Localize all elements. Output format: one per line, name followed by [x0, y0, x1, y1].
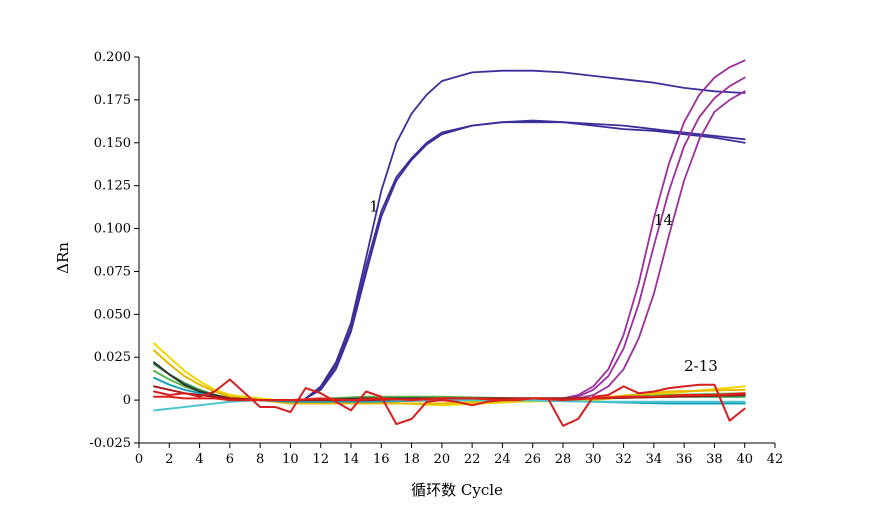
x-tick-label: 0 [135, 452, 143, 467]
x-tick-label: 36 [676, 452, 693, 467]
curve-annotation-2-13: 2-13 [684, 357, 718, 375]
x-tick-label: 42 [767, 452, 784, 467]
y-tick-label: -0.025 [89, 436, 131, 451]
x-tick-label: 12 [312, 452, 329, 467]
y-tick-label: 0.100 [94, 222, 131, 237]
x-tick-label: 6 [226, 452, 234, 467]
annotations-layer: 1 14 2-13 [369, 197, 718, 375]
y-tick-label: 0.200 [94, 50, 131, 65]
axes-layer: 0 2 4 6 8 10 12 14 16 18 20 22 24 26 28 30 32 34 36 38 40 420… [89, 50, 783, 467]
x-tick-label: 34 [646, 452, 663, 467]
series-line-14-4 [547, 76, 746, 401]
x-tick-label: 26 [524, 452, 541, 467]
y-tick-label: 0 [123, 393, 131, 408]
series-line-14-3 [547, 59, 746, 401]
x-tick-label: 20 [434, 452, 451, 467]
y-tick-label: 0.125 [94, 179, 131, 194]
y-tick-label: 0.175 [94, 93, 131, 108]
x-tick-label: 18 [403, 452, 420, 467]
x-tick-label: 24 [494, 452, 511, 467]
x-tick-label: 30 [585, 452, 602, 467]
x-tick-label: 16 [373, 452, 390, 467]
y-tick-label: 0.025 [94, 350, 131, 365]
series-line-1-0 [304, 69, 746, 400]
x-tick-label: 22 [464, 452, 481, 467]
y-tick-label: 0.050 [94, 307, 131, 322]
x-tick-label: 4 [195, 452, 203, 467]
curve-annotation-14: 14 [654, 211, 673, 229]
x-tick-label: 2 [165, 452, 173, 467]
y-tick-label: 0.150 [94, 136, 131, 151]
curve-annotation-1: 1 [369, 197, 379, 215]
y-axis-label: ΔRn [54, 242, 72, 274]
x-tick-label: 8 [256, 452, 264, 467]
series-line-2-13-15 [153, 392, 746, 402]
x-tick-label: 10 [282, 452, 299, 467]
x-tick-label: 14 [343, 452, 360, 467]
x-axis-label: 循环数 Cycle [411, 481, 503, 499]
x-tick-label: 38 [706, 452, 723, 467]
curves-layer [153, 59, 746, 427]
x-tick-label: 28 [555, 452, 572, 467]
series-line-1-2 [304, 121, 746, 400]
x-tick-label: 32 [615, 452, 632, 467]
x-tick-label: 40 [736, 452, 753, 467]
y-tick-label: 0.075 [94, 264, 131, 279]
